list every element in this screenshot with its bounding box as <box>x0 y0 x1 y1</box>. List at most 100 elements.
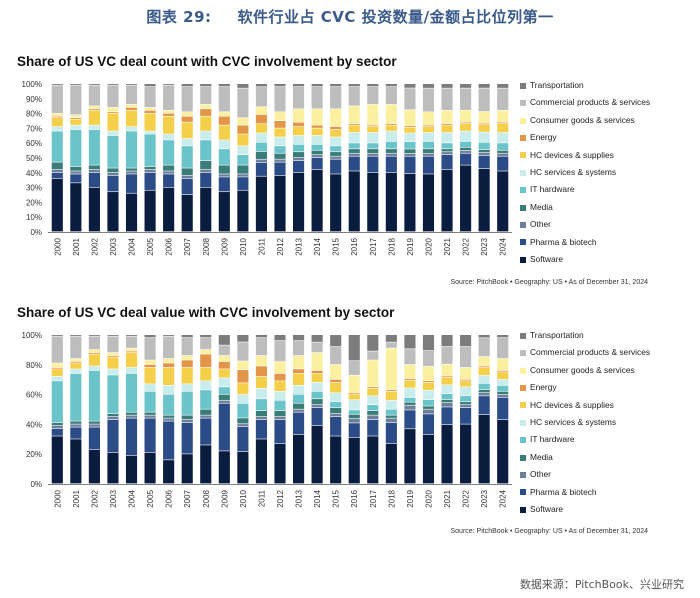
x-tick-label: 2011 <box>257 237 266 255</box>
bar-segment-commercial-products-and-services-2024 <box>497 88 509 111</box>
bar-segment-consumer-goods-and-services-2015 <box>330 109 342 127</box>
bar-segment-hc-services-and-systems-2011 <box>255 388 268 399</box>
x-tick-label: 2004 <box>128 489 137 507</box>
bar-segment-energy-2021 <box>441 123 453 125</box>
bar-segment-transportation-2014 <box>311 335 323 342</box>
bar-segment-hc-devices-and-supplies-2016 <box>348 125 360 133</box>
bar-segment-pharma-and-biotech-2021 <box>441 407 453 425</box>
bar-segment-it-hardware-2009 <box>218 387 230 394</box>
bar-segment-hc-services-and-systems-2006 <box>163 385 175 394</box>
x-tick-label: 2014 <box>313 237 322 255</box>
bar-segment-media-2008 <box>200 160 212 170</box>
bar-segment-hc-services-and-systems-2017 <box>367 396 379 405</box>
bar-segment-pharma-and-biotech-2017 <box>367 156 379 173</box>
bar-segment-media-2006 <box>163 165 175 171</box>
y-tick-label: 30% <box>26 184 42 193</box>
bar-segment-media-2007 <box>181 415 193 420</box>
bar-segment-hc-services-and-systems-2002 <box>88 366 100 371</box>
bar-segment-it-hardware-2006 <box>163 394 175 415</box>
bar-segment-other-2021 <box>441 402 453 407</box>
y-tick-label: 70% <box>26 124 42 133</box>
bar-segment-other-2020 <box>422 409 435 414</box>
bar-segment-media-2000 <box>51 162 63 170</box>
legend-swatch <box>520 384 526 391</box>
bar-segment-consumer-goods-and-services-2020 <box>422 366 435 381</box>
bar-segment-hc-devices-and-supplies-2018 <box>385 391 397 400</box>
x-tick-label: 2018 <box>387 489 396 507</box>
bar-segment-software-2004 <box>125 455 138 484</box>
legend-item-other: Other <box>520 469 551 481</box>
legend-item-commercial-products-and-services: Commercial products & services <box>520 97 650 109</box>
bar-segment-software-2009 <box>218 192 230 232</box>
bar-segment-media-2021 <box>441 149 453 152</box>
bar-segment-energy-2011 <box>255 366 268 377</box>
legend-label: Pharma & biotech <box>530 236 597 247</box>
bar-segment-transportation-2004 <box>125 335 138 336</box>
bar-segment-hc-devices-and-supplies-2015 <box>330 129 342 137</box>
bar-segment-it-hardware-2004 <box>125 373 138 412</box>
bar-segment-hc-services-and-systems-2019 <box>404 133 416 142</box>
bar-segment-consumer-goods-and-services-2019 <box>404 364 416 379</box>
bar-segment-hc-services-and-systems-2009 <box>218 378 230 387</box>
bar-segment-it-hardware-2023 <box>478 383 490 390</box>
bar-segment-media-2017 <box>367 410 379 415</box>
legend-item-other: Other <box>520 219 551 231</box>
bar-segment-energy-2008 <box>200 354 212 368</box>
bar-segment-energy-2015 <box>330 126 342 130</box>
bar-segment-it-hardware-2004 <box>125 131 138 168</box>
bar-segment-it-hardware-2024 <box>497 385 509 392</box>
bar-segment-transportation-2024 <box>497 84 509 88</box>
bar-segment-it-hardware-2006 <box>163 140 175 165</box>
bar-segment-software-2001 <box>70 183 82 232</box>
bar-segment-hc-devices-and-supplies-2010 <box>237 134 249 146</box>
legend-item-commercial-products-and-services: Commercial products & services <box>520 347 650 359</box>
bar-segment-software-2013 <box>292 434 305 484</box>
x-tick-label: 2008 <box>202 489 211 507</box>
bar-segment-software-2024 <box>497 171 509 232</box>
bar-segment-media-2011 <box>255 151 268 159</box>
bar-segment-consumer-goods-and-services-2016 <box>348 375 360 393</box>
bar-segment-energy-2012 <box>274 121 286 128</box>
bar-segment-transportation-2019 <box>404 335 416 349</box>
bar-segment-commercial-products-and-services-2002 <box>88 336 100 350</box>
bar-segment-commercial-products-and-services-2020 <box>422 88 435 112</box>
bar-segment-hc-services-and-systems-2014 <box>311 135 323 145</box>
y-tick-label: 20% <box>26 450 42 459</box>
bar-segment-software-2004 <box>125 193 138 232</box>
bar-segment-pharma-and-biotech-2013 <box>292 412 305 435</box>
bar-segment-hc-services-and-systems-2000 <box>51 376 63 381</box>
bar-segment-hc-services-and-systems-2016 <box>348 132 360 143</box>
legend-swatch <box>520 204 526 211</box>
bar-segment-transportation-2023 <box>478 84 490 88</box>
legend-label: IT hardware <box>530 434 575 445</box>
x-tick-label: 2024 <box>499 237 508 255</box>
bar-segment-consumer-goods-and-services-2024 <box>497 358 509 371</box>
chart-2-source: Source: PitchBook • Geography: US • As o… <box>450 528 648 535</box>
legend-item-software: Software <box>520 504 563 516</box>
bar-segment-transportation-2004 <box>125 84 138 85</box>
bar-segment-energy-2023 <box>478 366 490 368</box>
bar-segment-media-2005 <box>144 166 156 170</box>
bar-segment-transportation-2003 <box>107 84 119 85</box>
bar-segment-pharma-and-biotech-2023 <box>478 155 490 169</box>
legend-label: Commercial products & services <box>530 97 651 108</box>
bar-segment-commercial-products-and-services-2009 <box>218 345 230 356</box>
bar-segment-commercial-products-and-services-2023 <box>478 338 490 357</box>
y-tick-label: 100% <box>22 80 42 89</box>
bar-segment-hc-devices-and-supplies-2003 <box>107 113 119 131</box>
bar-segment-hc-services-and-systems-2021 <box>441 132 453 143</box>
bar-segment-media-2003 <box>107 413 119 417</box>
bar-segment-it-hardware-2024 <box>497 143 509 150</box>
bar-segment-hc-services-and-systems-2015 <box>330 137 342 146</box>
bar-segment-it-hardware-2002 <box>88 129 100 165</box>
bar-segment-pharma-and-biotech-2022 <box>460 408 472 424</box>
bar-segment-hc-services-and-systems-2008 <box>200 381 212 390</box>
bar-segment-hc-devices-and-supplies-2009 <box>218 125 230 140</box>
bar-segment-energy-2001 <box>70 361 82 363</box>
bar-segment-it-hardware-2014 <box>311 144 323 150</box>
bar-segment-commercial-products-and-services-2022 <box>460 346 472 368</box>
figure-number: 图表 29: <box>146 8 212 26</box>
data-source-note: 数据来源：PitchBook、兴业研究 <box>519 578 684 591</box>
bar-segment-hc-devices-and-supplies-2008 <box>200 116 212 131</box>
x-tick-label: 2014 <box>313 489 322 507</box>
